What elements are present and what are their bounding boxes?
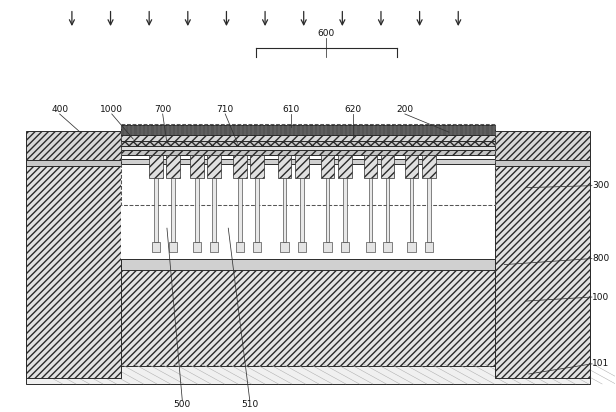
Bar xyxy=(26,269,590,366)
Bar xyxy=(213,178,216,242)
Bar xyxy=(26,160,121,166)
Text: 600: 600 xyxy=(318,29,335,38)
Bar xyxy=(326,178,330,242)
Bar xyxy=(238,178,241,242)
Bar xyxy=(367,242,375,253)
Text: 700: 700 xyxy=(154,105,171,114)
Text: 300: 300 xyxy=(592,181,609,190)
Bar xyxy=(369,178,372,242)
Bar xyxy=(495,160,590,166)
Text: 1000: 1000 xyxy=(100,105,123,114)
Bar xyxy=(405,155,418,178)
Bar xyxy=(280,242,289,253)
Bar xyxy=(422,155,436,178)
Text: 620: 620 xyxy=(345,105,362,114)
Bar xyxy=(121,146,495,150)
Bar xyxy=(321,155,334,178)
Bar xyxy=(253,242,261,253)
Bar xyxy=(195,178,199,242)
Text: 400: 400 xyxy=(51,105,68,114)
Bar xyxy=(210,242,219,253)
Bar xyxy=(386,178,389,242)
Bar xyxy=(152,242,160,253)
Bar xyxy=(295,155,309,178)
Bar xyxy=(166,155,180,178)
Bar xyxy=(121,150,495,155)
Bar xyxy=(190,155,204,178)
Bar xyxy=(256,178,259,242)
Bar xyxy=(338,155,352,178)
Bar xyxy=(121,164,495,259)
Bar xyxy=(410,178,413,242)
Bar xyxy=(323,242,332,253)
Bar xyxy=(149,155,163,178)
Bar xyxy=(171,178,175,242)
Text: 510: 510 xyxy=(241,400,258,409)
Bar xyxy=(26,159,121,378)
Bar xyxy=(341,242,349,253)
Bar xyxy=(495,131,590,162)
Bar xyxy=(427,178,431,242)
Text: 100: 100 xyxy=(592,293,609,302)
Bar xyxy=(383,242,392,253)
Bar xyxy=(26,364,590,384)
Text: 800: 800 xyxy=(592,254,609,263)
Bar xyxy=(169,242,177,253)
Bar xyxy=(121,141,495,146)
Bar xyxy=(381,155,394,178)
Bar xyxy=(121,259,495,270)
Bar xyxy=(495,159,590,378)
Bar xyxy=(154,178,158,242)
Bar xyxy=(208,155,221,178)
Text: 101: 101 xyxy=(592,359,609,368)
Text: 200: 200 xyxy=(396,105,413,114)
Bar xyxy=(424,242,433,253)
Bar xyxy=(407,242,416,253)
Text: 710: 710 xyxy=(217,105,234,114)
Bar xyxy=(121,159,495,164)
Bar xyxy=(250,155,264,178)
Bar xyxy=(121,135,495,141)
Bar xyxy=(121,124,495,205)
Text: 500: 500 xyxy=(174,400,191,409)
Bar xyxy=(278,155,291,178)
Bar xyxy=(298,242,306,253)
Bar xyxy=(121,125,495,135)
Bar xyxy=(193,242,201,253)
Bar xyxy=(364,155,377,178)
Bar xyxy=(236,242,244,253)
Bar xyxy=(283,178,286,242)
Bar xyxy=(343,178,347,242)
Bar xyxy=(26,131,121,162)
Bar xyxy=(233,155,246,178)
Text: 610: 610 xyxy=(282,105,299,114)
Bar xyxy=(300,178,304,242)
